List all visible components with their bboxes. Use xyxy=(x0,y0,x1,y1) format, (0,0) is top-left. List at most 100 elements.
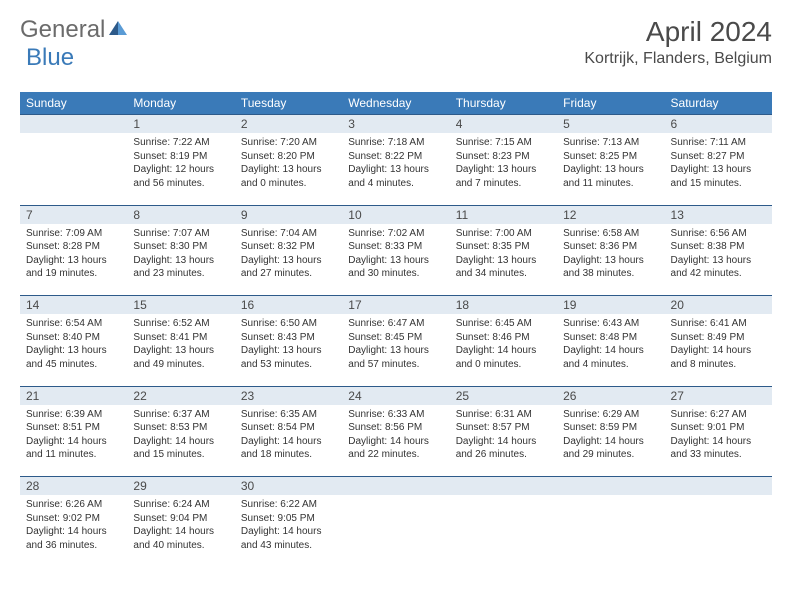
daylight-text-2: and 43 minutes. xyxy=(241,539,336,553)
logo-blue-wrapper: Blue xyxy=(26,44,74,72)
day-number-row: 282930 xyxy=(20,477,772,496)
day-number-cell: 12 xyxy=(557,205,664,224)
daylight-text-1: Daylight: 14 hours xyxy=(456,435,551,449)
daylight-text-2: and 57 minutes. xyxy=(348,358,443,372)
day-number-row: 78910111213 xyxy=(20,205,772,224)
sunset-text: Sunset: 8:53 PM xyxy=(133,421,228,435)
daylight-text-2: and 30 minutes. xyxy=(348,267,443,281)
sunrise-text: Sunrise: 6:31 AM xyxy=(456,408,551,422)
day-number-cell: 5 xyxy=(557,115,664,134)
sunset-text: Sunset: 9:02 PM xyxy=(26,512,121,526)
day-content-cell: Sunrise: 7:11 AMSunset: 8:27 PMDaylight:… xyxy=(665,133,772,205)
daylight-text-1: Daylight: 14 hours xyxy=(563,344,658,358)
sunset-text: Sunset: 8:32 PM xyxy=(241,240,336,254)
day-content-cell: Sunrise: 6:31 AMSunset: 8:57 PMDaylight:… xyxy=(450,405,557,477)
sunrise-text: Sunrise: 7:02 AM xyxy=(348,227,443,241)
daylight-text-1: Daylight: 14 hours xyxy=(26,435,121,449)
sunrise-text: Sunrise: 6:24 AM xyxy=(133,498,228,512)
daylight-text-1: Daylight: 14 hours xyxy=(456,344,551,358)
sunrise-text: Sunrise: 6:39 AM xyxy=(26,408,121,422)
daylight-text-2: and 15 minutes. xyxy=(133,448,228,462)
day-content-cell: Sunrise: 6:29 AMSunset: 8:59 PMDaylight:… xyxy=(557,405,664,477)
daylight-text-1: Daylight: 13 hours xyxy=(348,163,443,177)
sunset-text: Sunset: 8:48 PM xyxy=(563,331,658,345)
day-number-cell: 17 xyxy=(342,296,449,315)
daylight-text-2: and 11 minutes. xyxy=(26,448,121,462)
daylight-text-2: and 34 minutes. xyxy=(456,267,551,281)
day-number-cell: 16 xyxy=(235,296,342,315)
day-number-row: 14151617181920 xyxy=(20,296,772,315)
day-content-cell: Sunrise: 6:39 AMSunset: 8:51 PMDaylight:… xyxy=(20,405,127,477)
daylight-text-2: and 8 minutes. xyxy=(671,358,766,372)
day-content-cell xyxy=(20,133,127,205)
calendar-body: 123456Sunrise: 7:22 AMSunset: 8:19 PMDay… xyxy=(20,115,772,568)
sunset-text: Sunset: 8:27 PM xyxy=(671,150,766,164)
daylight-text-1: Daylight: 14 hours xyxy=(348,435,443,449)
sunset-text: Sunset: 8:25 PM xyxy=(563,150,658,164)
sunset-text: Sunset: 8:40 PM xyxy=(26,331,121,345)
day-content-cell: Sunrise: 6:43 AMSunset: 8:48 PMDaylight:… xyxy=(557,314,664,386)
day-content-cell: Sunrise: 7:13 AMSunset: 8:25 PMDaylight:… xyxy=(557,133,664,205)
day-content-cell: Sunrise: 6:37 AMSunset: 8:53 PMDaylight:… xyxy=(127,405,234,477)
daylight-text-1: Daylight: 13 hours xyxy=(133,344,228,358)
sunset-text: Sunset: 8:38 PM xyxy=(671,240,766,254)
sunset-text: Sunset: 8:22 PM xyxy=(348,150,443,164)
sunset-text: Sunset: 8:35 PM xyxy=(456,240,551,254)
sunset-text: Sunset: 8:51 PM xyxy=(26,421,121,435)
sunrise-text: Sunrise: 7:15 AM xyxy=(456,136,551,150)
daylight-text-1: Daylight: 13 hours xyxy=(241,254,336,268)
daylight-text-1: Daylight: 13 hours xyxy=(671,254,766,268)
day-content-cell xyxy=(665,495,772,567)
sunrise-text: Sunrise: 6:29 AM xyxy=(563,408,658,422)
sunset-text: Sunset: 8:33 PM xyxy=(348,240,443,254)
daylight-text-1: Daylight: 13 hours xyxy=(563,163,658,177)
daylight-text-2: and 36 minutes. xyxy=(26,539,121,553)
sunrise-text: Sunrise: 6:33 AM xyxy=(348,408,443,422)
day-number-cell: 2 xyxy=(235,115,342,134)
day-number-cell: 29 xyxy=(127,477,234,496)
day-number-cell xyxy=(450,477,557,496)
sunset-text: Sunset: 8:30 PM xyxy=(133,240,228,254)
sunset-text: Sunset: 8:45 PM xyxy=(348,331,443,345)
daylight-text-2: and 27 minutes. xyxy=(241,267,336,281)
day-content-cell: Sunrise: 6:27 AMSunset: 9:01 PMDaylight:… xyxy=(665,405,772,477)
daylight-text-1: Daylight: 13 hours xyxy=(241,344,336,358)
logo: General xyxy=(20,16,131,44)
daylight-text-2: and 45 minutes. xyxy=(26,358,121,372)
day-number-row: 21222324252627 xyxy=(20,386,772,405)
day-content-cell: Sunrise: 7:00 AMSunset: 8:35 PMDaylight:… xyxy=(450,224,557,296)
day-number-cell xyxy=(557,477,664,496)
month-title: April 2024 xyxy=(584,16,772,48)
day-number-cell: 24 xyxy=(342,386,449,405)
day-content-row: Sunrise: 7:22 AMSunset: 8:19 PMDaylight:… xyxy=(20,133,772,205)
day-content-row: Sunrise: 6:54 AMSunset: 8:40 PMDaylight:… xyxy=(20,314,772,386)
sunrise-text: Sunrise: 6:26 AM xyxy=(26,498,121,512)
daylight-text-1: Daylight: 13 hours xyxy=(456,254,551,268)
sunset-text: Sunset: 8:54 PM xyxy=(241,421,336,435)
day-content-cell: Sunrise: 7:02 AMSunset: 8:33 PMDaylight:… xyxy=(342,224,449,296)
logo-blue-text: Blue xyxy=(26,44,74,71)
sunset-text: Sunset: 8:43 PM xyxy=(241,331,336,345)
day-number-cell: 7 xyxy=(20,205,127,224)
weekday-wednesday: Wednesday xyxy=(342,92,449,115)
day-number-cell: 15 xyxy=(127,296,234,315)
sunrise-text: Sunrise: 6:37 AM xyxy=(133,408,228,422)
daylight-text-1: Daylight: 13 hours xyxy=(348,254,443,268)
sunset-text: Sunset: 8:46 PM xyxy=(456,331,551,345)
sunrise-text: Sunrise: 7:13 AM xyxy=(563,136,658,150)
sunrise-text: Sunrise: 7:11 AM xyxy=(671,136,766,150)
day-number-cell: 6 xyxy=(665,115,772,134)
day-content-cell: Sunrise: 7:04 AMSunset: 8:32 PMDaylight:… xyxy=(235,224,342,296)
day-number-cell xyxy=(20,115,127,134)
daylight-text-1: Daylight: 14 hours xyxy=(671,344,766,358)
sunrise-text: Sunrise: 7:20 AM xyxy=(241,136,336,150)
day-number-cell: 30 xyxy=(235,477,342,496)
logo-triangle-icon xyxy=(107,19,129,42)
daylight-text-2: and 15 minutes. xyxy=(671,177,766,191)
daylight-text-2: and 33 minutes. xyxy=(671,448,766,462)
day-number-cell: 8 xyxy=(127,205,234,224)
daylight-text-1: Daylight: 14 hours xyxy=(241,525,336,539)
daylight-text-1: Daylight: 13 hours xyxy=(671,163,766,177)
day-content-cell: Sunrise: 6:50 AMSunset: 8:43 PMDaylight:… xyxy=(235,314,342,386)
day-number-cell: 25 xyxy=(450,386,557,405)
